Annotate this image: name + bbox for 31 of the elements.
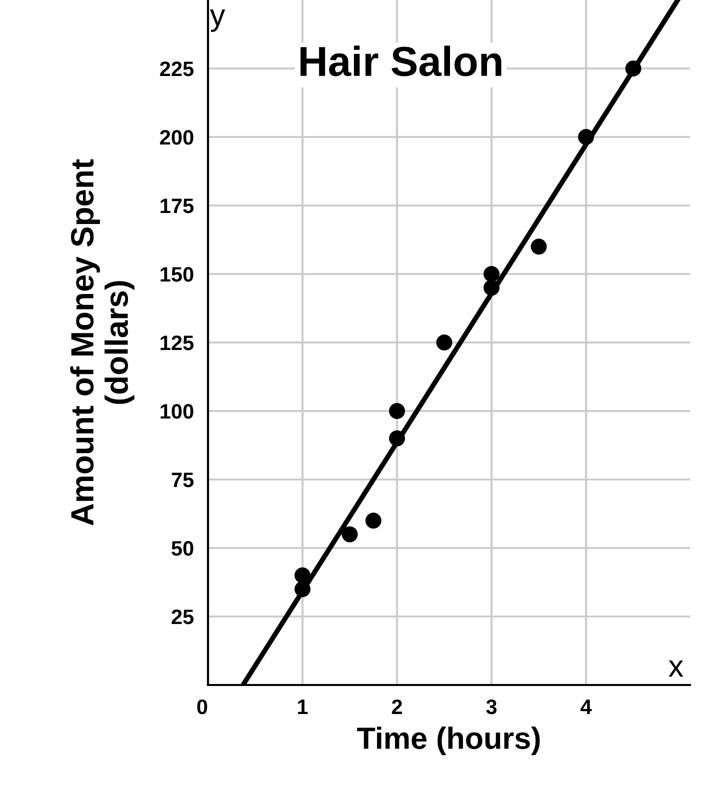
y-tick-label: 25 [172,610,194,624]
y-tick-label: 200 [160,130,194,145]
point [484,280,500,296]
y-tick-label: 100 [160,404,194,419]
point [389,403,405,419]
annotation: y [210,9,226,32]
y-tick-label: 50 [172,541,194,556]
point [294,567,310,584]
text: Hair Salon [300,46,502,76]
point [530,238,547,255]
y-axis-title: Amount of Money Spent (dollars) [70,159,134,526]
y-tick-label: 150 [160,267,194,282]
x-tick-label: 4 [580,700,592,714]
point [342,526,358,542]
x-tick-label: 2 [392,699,402,714]
annotation: x [668,660,684,677]
point [578,129,594,145]
y-tick-label: 125 [160,336,194,350]
y-tick-label: 75 [172,472,194,488]
point [365,512,382,529]
x-axis-title: Time (hours) [357,726,540,756]
x-tick-label: 0 [197,699,208,714]
point [625,60,642,76]
y-tick-label: 225 [160,62,194,76]
y-tick-label: 175 [160,198,194,214]
point [436,334,452,350]
point [389,430,405,446]
point [484,266,500,282]
x-tick-label: 1 [298,700,308,714]
point [294,581,310,598]
x-tick-label: 3 [486,699,497,714]
